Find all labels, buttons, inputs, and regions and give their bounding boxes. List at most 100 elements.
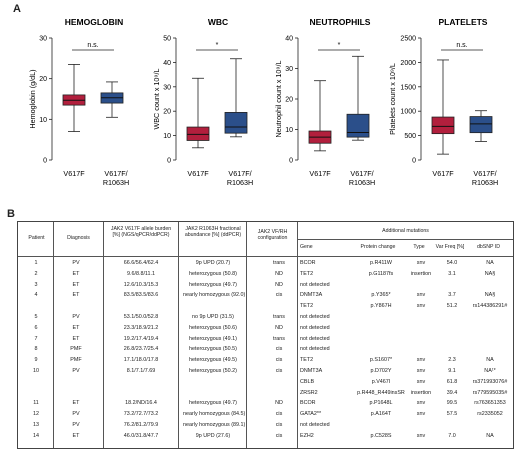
cell-gene: not detected [300, 335, 330, 342]
cell-gene: CBLB [300, 378, 315, 385]
cell-protein-change: p.C528S [370, 432, 392, 439]
cell-v617f-burden: 46.0/31.8/47.7 [123, 432, 159, 439]
x-tick-label: R1063H [349, 178, 375, 187]
cell-gene: not detected [300, 314, 330, 320]
cell-configuration: trans [273, 260, 285, 266]
cell-r1063h-abundance: heterozygous (49.5) [189, 357, 237, 364]
cell-diagnosis: ET [72, 281, 80, 288]
cell-gene: EZH2 [300, 432, 314, 439]
header-gene: Gene [300, 244, 313, 250]
y-tick-label: 30 [285, 66, 293, 73]
col-divider-1 [53, 222, 54, 448]
cell-dbsnp-id: NA§ [484, 270, 496, 277]
cell-patient: 9 [34, 357, 38, 364]
cell-v617f-burden: 76.2/81.2/79.9 [123, 422, 159, 428]
cell-r1063h-abundance: heterozygous (50.2) [189, 368, 237, 374]
cell-diagnosis: ET [72, 335, 80, 342]
col-divider-5 [297, 222, 298, 448]
cell-r1063h-abundance: heterozygous (50.5) [189, 346, 237, 353]
y-tick-label: 30 [163, 84, 171, 91]
y-tick-label: 50 [163, 36, 171, 43]
chart-title: HEMOGLOBIN [65, 17, 124, 27]
cell-gene: not detected [300, 281, 330, 288]
cell-v617f-burden: 26.8/23.7/25.4 [123, 346, 159, 353]
cell-diagnosis: ET [72, 270, 80, 277]
cell-protein-change: p.A164T [370, 411, 392, 418]
cell-protein-change: p.R411W [369, 260, 393, 266]
cell-gene: TET2 [300, 357, 314, 364]
cell-var-freq: 7.0 [448, 432, 456, 439]
cell-configuration: cis [275, 422, 283, 428]
panel-a-letter: A [13, 3, 21, 15]
cell-configuration: ND [275, 270, 283, 277]
cell-patient: 5 [34, 314, 38, 320]
significance-label: * [338, 42, 341, 49]
cell-type: snv [416, 292, 426, 299]
cell-protein-change: p.P1648L [369, 400, 393, 407]
cell-diagnosis: PMF [70, 346, 82, 353]
cell-gene: DNMT3A [300, 292, 323, 299]
x-tick-label: R1063H [103, 178, 129, 187]
cell-diagnosis: ET [72, 400, 80, 407]
header-divider [18, 256, 513, 257]
cell-dbsnp-id: NA§ [484, 292, 496, 299]
cell-v617f-burden: 9.6/8.8/11.1 [126, 270, 156, 277]
cell-diagnosis: ET [72, 324, 80, 331]
box [346, 113, 370, 138]
cell-configuration: ND [275, 281, 283, 288]
cell-r1063h-abundance: heterozygous (50.8) [189, 270, 237, 277]
cell-protein-change: p.G1187fs [368, 270, 394, 277]
cell-type: insertion [410, 270, 432, 277]
cell-patient: 7 [34, 335, 38, 342]
cell-v617f-burden: 66.6/56.4/62.4 [123, 260, 159, 266]
cell-v617f-burden: 73.2/72.7/73.2 [123, 411, 159, 418]
cell-protein-change: p.S1607* [369, 357, 393, 364]
cell-dbsnp-id: rs371993076# [472, 378, 508, 385]
box [469, 116, 493, 134]
cell-protein-change: p.V467I [371, 378, 391, 385]
x-tick-label: V617F [432, 169, 454, 178]
y-tick-label: 10 [285, 127, 293, 134]
cell-diagnosis: PV [72, 411, 80, 418]
col-divider-4 [246, 222, 247, 448]
header-v617f: JAK2 V617F allele burden [%] (NGS/qPCR/d… [110, 226, 172, 239]
cell-gene: DNMT3A [300, 368, 323, 374]
x-tick-label: V617F/ [350, 169, 373, 178]
cell-v617f-burden: 53.1/50.0/52.8 [123, 314, 159, 320]
y-tick-label: 1500 [400, 84, 416, 91]
cell-configuration: cis [275, 432, 283, 439]
x-tick-label: V617F [309, 169, 331, 178]
cell-var-freq: 2.3 [448, 357, 456, 364]
cell-patient: 4 [34, 292, 38, 299]
cell-diagnosis: ET [72, 432, 80, 439]
y-tick-label: 2000 [400, 60, 416, 67]
cell-type: snv [416, 378, 426, 385]
y-tick-label: 1000 [400, 109, 416, 116]
y-tick-label: 10 [39, 117, 47, 124]
y-axis-label: Hemoglobin (g/dL) [28, 69, 37, 128]
cell-dbsnp-id: NA [486, 357, 494, 364]
cell-diagnosis: PV [72, 422, 80, 428]
cell-r1063h-abundance: heterozygous (49.7) [189, 400, 237, 407]
cell-v617f-burden: 17.1/18.0/17.8 [123, 357, 159, 364]
y-tick-label: 10 [163, 133, 171, 140]
cell-r1063h-abundance: heterozygous (50.6) [189, 324, 237, 331]
y-tick-label: 500 [404, 133, 416, 140]
cell-configuration: cis [275, 411, 283, 418]
col-divider-3 [178, 222, 179, 448]
cell-v617f-burden: 23.3/18.9/21.2 [123, 324, 159, 331]
chart-title: PLATELETS [439, 17, 488, 27]
header-dbsnp: dbSNP ID [477, 244, 500, 250]
box [431, 116, 455, 135]
cell-v617f-burden: 18.2/ND/16.4 [125, 400, 157, 407]
header-additional: Additional mutations [382, 228, 429, 234]
box [224, 112, 248, 134]
cell-r1063h-abundance: 9p UPD (20.7) [195, 260, 231, 266]
x-tick-label: V617F/ [104, 169, 127, 178]
box [186, 126, 210, 141]
header-type: Type [413, 244, 425, 250]
cell-patient: 2 [34, 270, 38, 277]
cell-patient: 1 [34, 260, 38, 266]
y-tick-label: 20 [39, 76, 47, 83]
cell-var-freq: 99.5 [446, 400, 458, 407]
